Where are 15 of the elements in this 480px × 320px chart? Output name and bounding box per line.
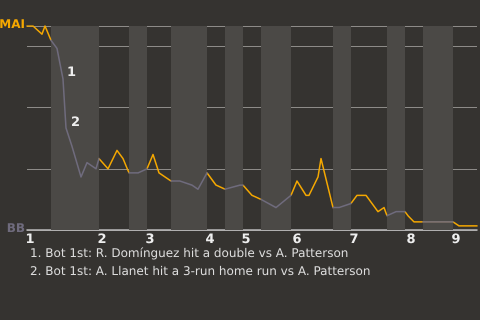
x-tick-label: 6 [292,232,302,247]
text: BB [6,221,26,235]
x-tick-label: 1 [25,232,35,247]
x-tick-label: 2 [97,232,107,247]
annotation: 2 [71,115,80,130]
x-tick-label: 3 [145,232,155,247]
x-tick-label: 7 [349,232,359,247]
series-label: MAI [0,17,26,31]
text: 2. Bot 1st: A. Llanet hit a 3-run home run vs A. Patterson [30,264,370,278]
annotation: 1 [67,65,76,80]
x-tick-label: 5 [241,232,251,247]
x-tick-label: 4 [205,232,215,247]
x-tick-label: 8 [406,232,416,247]
x-tick-label: 9 [451,232,461,247]
text: 1. Bot 1st: R. Domínguez hit a double vs A. Patterson [30,246,348,260]
